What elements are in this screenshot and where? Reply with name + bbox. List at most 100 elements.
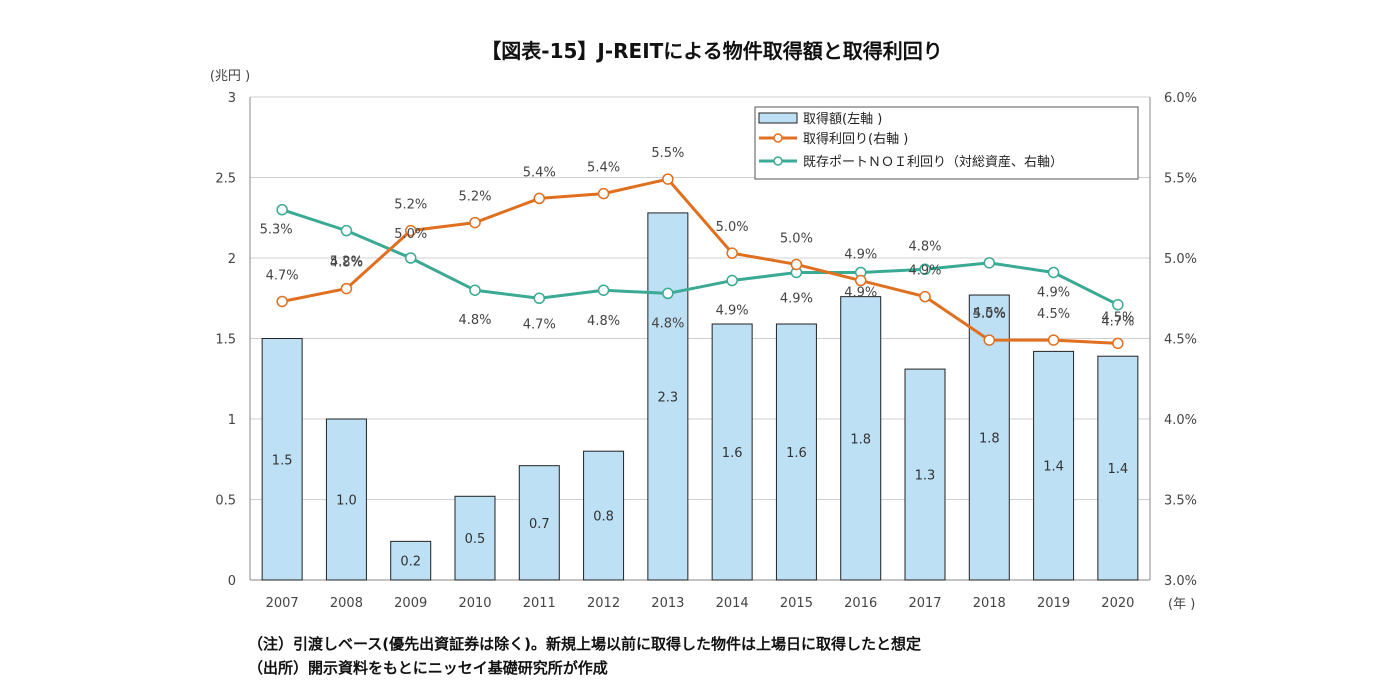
plot-area: 00.511.522.533.0%3.5%4.0%4.5%5.0%5.5%6.0… <box>215 91 1197 611</box>
notes: （注）引渡しベース(優先出資証券は除く)。新規上場以前に取得した物件は上場日に取… <box>248 632 921 680</box>
x-tick-label: 2007 <box>266 596 299 611</box>
bar <box>390 540 432 581</box>
data-point <box>1047 334 1060 346</box>
yield-value-label: 5.2% <box>394 198 427 213</box>
bar-value-label: 1.8 <box>979 432 1000 447</box>
yield-value-label: 4.7% <box>266 268 299 283</box>
data-point <box>1112 298 1124 311</box>
legend-swatch-marker <box>773 156 783 166</box>
bar <box>261 338 303 581</box>
legend-swatch-bar <box>758 112 798 124</box>
source-line: （出所）開示資料をもとにニッセイ基礎研究所が作成 <box>248 659 608 677</box>
data-point <box>983 257 996 269</box>
yield-value-label: 5.0% <box>973 307 1006 322</box>
x-tick-label: 2013 <box>651 596 684 611</box>
y-left-tick-label: 1 <box>228 413 236 428</box>
bar-value-label: 0.5 <box>465 532 486 547</box>
y-right-tick-label: 3.0% <box>1164 574 1197 589</box>
legend-label: 既存ポートＮＯＩ利回り（対総資産、右軸） <box>803 154 1063 170</box>
noi-value-label: 4.9% <box>1037 285 1070 300</box>
yield-value-label: 4.5% <box>1101 310 1134 325</box>
bar-value-label: 0.7 <box>529 517 550 532</box>
yield-value-label: 5.4% <box>587 161 620 176</box>
legend-box <box>754 106 1139 180</box>
bar <box>840 296 882 581</box>
bar-value-label: 0.8 <box>593 510 614 525</box>
x-tick-label: 2014 <box>716 596 749 611</box>
bar-value-label: 1.3 <box>915 469 936 484</box>
bar <box>711 323 753 581</box>
x-tick-label: 2017 <box>908 596 941 611</box>
y-left-tick-label: 1.5 <box>215 333 236 348</box>
y-right-tick-label: 5.5% <box>1164 172 1197 187</box>
data-point <box>726 274 738 287</box>
bar <box>775 323 817 581</box>
bar <box>647 212 689 581</box>
x-tick-label: 2018 <box>973 596 1006 611</box>
noi-value-label: 5.3% <box>260 223 293 238</box>
y-left-tick-label: 0 <box>228 574 236 589</box>
series-line <box>281 208 1119 307</box>
chart: 【図表-15】J-REITによる物件取得額と取得利回り (兆円 ) (年 ) 0… <box>210 39 1197 612</box>
y-left-tick-label: 2 <box>228 252 236 267</box>
yield-value-label: 5.4% <box>523 165 556 180</box>
bar <box>518 465 560 581</box>
data-point <box>276 295 288 308</box>
yield-value-label: 4.5% <box>1037 307 1070 322</box>
noi-value-label: 4.8% <box>908 239 941 254</box>
data-point <box>597 187 610 200</box>
x-tick-label: 2011 <box>523 596 556 611</box>
data-point <box>919 290 931 303</box>
yield-value-label: 4.9% <box>844 248 877 263</box>
noi-value-label: 5.0% <box>394 227 427 242</box>
bar-value-label: 1.4 <box>1108 462 1129 477</box>
yield-value-label: 5.2% <box>458 190 491 205</box>
bar-value-label: 0.2 <box>400 555 421 570</box>
noi-value-label: 4.9% <box>780 291 813 306</box>
noi-value-label: 4.8% <box>458 313 491 328</box>
data-point <box>662 287 674 300</box>
data-point <box>404 252 417 264</box>
y-right-tick-label: 5.0% <box>1164 252 1197 267</box>
y-right-tick-label: 4.0% <box>1164 413 1197 428</box>
bar <box>1097 355 1139 581</box>
x-tick-label: 2010 <box>458 596 491 611</box>
bar-value-label: 1.8 <box>850 432 871 447</box>
data-point <box>469 284 481 296</box>
data-point <box>662 173 674 185</box>
x-tick-label: 2019 <box>1037 596 1070 611</box>
legend-swatch-marker <box>773 133 783 143</box>
data-point <box>340 282 353 295</box>
bar <box>454 495 496 581</box>
bar <box>904 368 946 581</box>
note-line: （注）引渡しベース(優先出資証券は除く)。新規上場以前に取得した物件は上場日に取… <box>248 635 921 653</box>
x-tick-label: 2020 <box>1101 596 1134 611</box>
legend: 取得額(左軸 ) 取得利回り(右軸 ) 既存ポートＮＯＩ利回り（対総資産、右軸） <box>754 106 1139 180</box>
bar-value-label: 1.5 <box>272 453 293 468</box>
data-point <box>533 292 546 304</box>
data-point <box>597 284 610 296</box>
series-line <box>281 177 1118 345</box>
yield-value-label: 5.0% <box>780 231 813 246</box>
noi-value-label: 4.8% <box>587 314 620 329</box>
noi-value-label: 4.7% <box>1101 315 1134 330</box>
y-right-tick-label: 3.5% <box>1164 494 1197 509</box>
data-point <box>340 224 353 237</box>
noi-value-label: 4.9% <box>716 304 749 319</box>
yield-value-label: 4.8% <box>330 256 363 271</box>
data-point <box>276 203 288 216</box>
y-left-tick-label: 3 <box>228 91 236 106</box>
data-point <box>469 216 481 229</box>
data-point <box>790 258 803 271</box>
noi-value-label: 4.7% <box>523 317 556 332</box>
data-point <box>726 247 738 259</box>
yield-value-label: 5.5% <box>651 146 684 161</box>
bar-value-label: 1.0 <box>336 494 357 509</box>
noi-value-label: 4.5% <box>973 306 1006 321</box>
x-tick-label: 2009 <box>394 596 427 611</box>
bar <box>1033 350 1075 581</box>
data-point <box>404 224 417 237</box>
x-tick-label: 2015 <box>780 596 813 611</box>
bar-value-label: 2.3 <box>658 390 679 405</box>
legend-label: 取得利回り(右軸 ) <box>803 131 908 147</box>
